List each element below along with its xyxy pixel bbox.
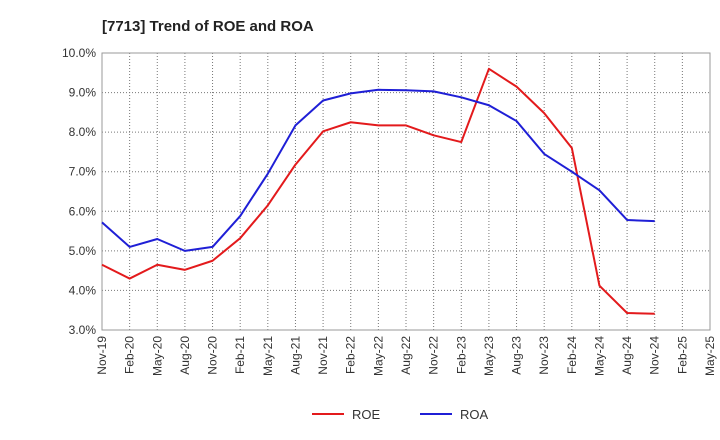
- legend-label-roe: ROE: [352, 407, 381, 422]
- y-tick-label: 7.0%: [69, 165, 97, 179]
- x-tick-label: May-21: [261, 336, 275, 376]
- plot-frame: [101, 52, 711, 331]
- x-tick-label: Aug-21: [288, 336, 302, 375]
- x-tick-label: Nov-22: [427, 336, 441, 375]
- x-tick-label: Aug-22: [399, 336, 413, 375]
- chart-title: [7713] Trend of ROE and ROA: [102, 18, 314, 35]
- y-tick-label: 8.0%: [69, 125, 97, 139]
- plot-area: 3.0% 4.0% 5.0% 6.0% 7.0% 8.0% 9.0% 10.0% Nov-19 F…: [62, 46, 717, 376]
- x-tick-label: Nov-24: [648, 336, 662, 375]
- x-tick-label: May-20: [150, 336, 164, 376]
- y-tick-label: 4.0%: [69, 283, 97, 297]
- x-tick-label: Feb-23: [454, 336, 468, 374]
- x-tick-label: Feb-24: [565, 336, 579, 374]
- series-line-roa: [101, 88, 655, 252]
- x-tick-label: May-23: [482, 336, 496, 376]
- x-tick-label: May-25: [703, 336, 717, 376]
- x-tick-label: Nov-23: [537, 336, 551, 375]
- x-tick-label: Nov-20: [206, 336, 220, 375]
- x-tick-label: Feb-20: [123, 336, 137, 374]
- x-tick-label: Feb-21: [233, 336, 247, 374]
- x-tick-label: Nov-19: [95, 336, 109, 375]
- x-tick-label: Feb-22: [344, 336, 358, 374]
- x-tick-label: Nov-21: [316, 336, 330, 375]
- x-tick-label: May-22: [371, 336, 385, 376]
- x-tick-label: Aug-20: [178, 336, 192, 375]
- series-line-roe: [101, 67, 655, 315]
- y-tick-label: 10.0%: [62, 46, 96, 60]
- x-tick-label: Aug-24: [620, 336, 634, 375]
- legend-label-roa: ROA: [460, 407, 489, 422]
- x-tick-label: Aug-23: [510, 336, 524, 375]
- y-tick-label: 5.0%: [69, 244, 97, 258]
- legend: ROE ROA: [312, 407, 489, 422]
- y-tick-label: 3.0%: [69, 323, 97, 337]
- y-tick-label: 9.0%: [69, 86, 97, 100]
- y-tick-label: 6.0%: [69, 204, 97, 218]
- x-tick-label: Feb-25: [675, 336, 689, 374]
- x-tick-label: May-24: [592, 336, 606, 376]
